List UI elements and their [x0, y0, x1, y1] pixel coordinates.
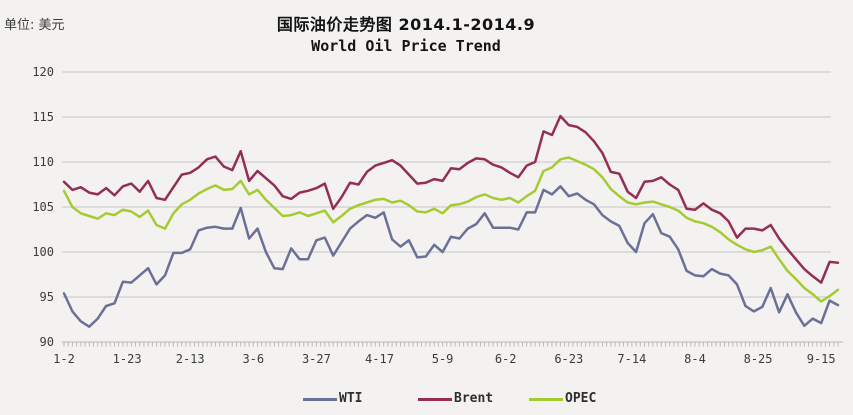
series-line-brent [62, 114, 840, 284]
x-axis-tick-label: 5-9 [432, 352, 454, 366]
x-axis-tick-label: 7-14 [617, 352, 646, 366]
series-line-opec [62, 156, 840, 303]
unit-label: 单位: 美元 [4, 18, 65, 33]
x-axis-tick-label: 9-15 [807, 352, 836, 366]
y-axis-tick-label: 120 [32, 65, 54, 79]
y-axis-tick-label: 95 [40, 290, 54, 304]
x-axis-tick-label: 6-2 [495, 352, 517, 366]
x-axis-tick-label: 8-25 [744, 352, 773, 366]
x-axis-tick-label: 3-6 [242, 352, 264, 366]
legend-item-opec: OPEC [529, 392, 596, 406]
x-axis-tick-label: 1-2 [53, 352, 75, 366]
legend-label-opec: OPEC [565, 391, 597, 406]
y-axis-tick-label: 115 [32, 110, 54, 124]
series-line-wti [62, 185, 840, 328]
chart-subtitle: World Oil Price Trend [311, 37, 501, 55]
brent-line-swatch [418, 397, 452, 401]
y-axis-tick-label: 105 [32, 200, 54, 214]
wti-line-swatch [303, 397, 337, 401]
opec-line-swatch [529, 397, 563, 401]
legend-item-brent: Brent [418, 392, 493, 406]
title-block: 国际油价走势图 2014.1-2014.9 World Oil Price Tr… [0, 11, 812, 55]
y-axis-tick-label: 90 [40, 335, 54, 349]
legend-label-wti: WTI [339, 391, 363, 406]
y-axis-tick-label: 100 [32, 245, 54, 259]
chart-title: 国际油价走势图 2014.1-2014.9 [276, 15, 536, 34]
x-axis-tick-label: 1-23 [113, 352, 142, 366]
x-axis-tick-label: 6-23 [554, 352, 583, 366]
x-axis-tick-label: 4-17 [365, 352, 394, 366]
chart-legend: WTI Brent OPEC [0, 392, 853, 408]
y-axis-tick-label: 110 [32, 155, 54, 169]
legend-item-wti: WTI [303, 392, 362, 406]
legend-label-brent: Brent [454, 391, 494, 406]
x-axis-tick-label: 8-4 [684, 352, 706, 366]
x-axis-tick-label: 3-27 [302, 352, 331, 366]
x-axis-tick-label: 2-13 [176, 352, 205, 366]
